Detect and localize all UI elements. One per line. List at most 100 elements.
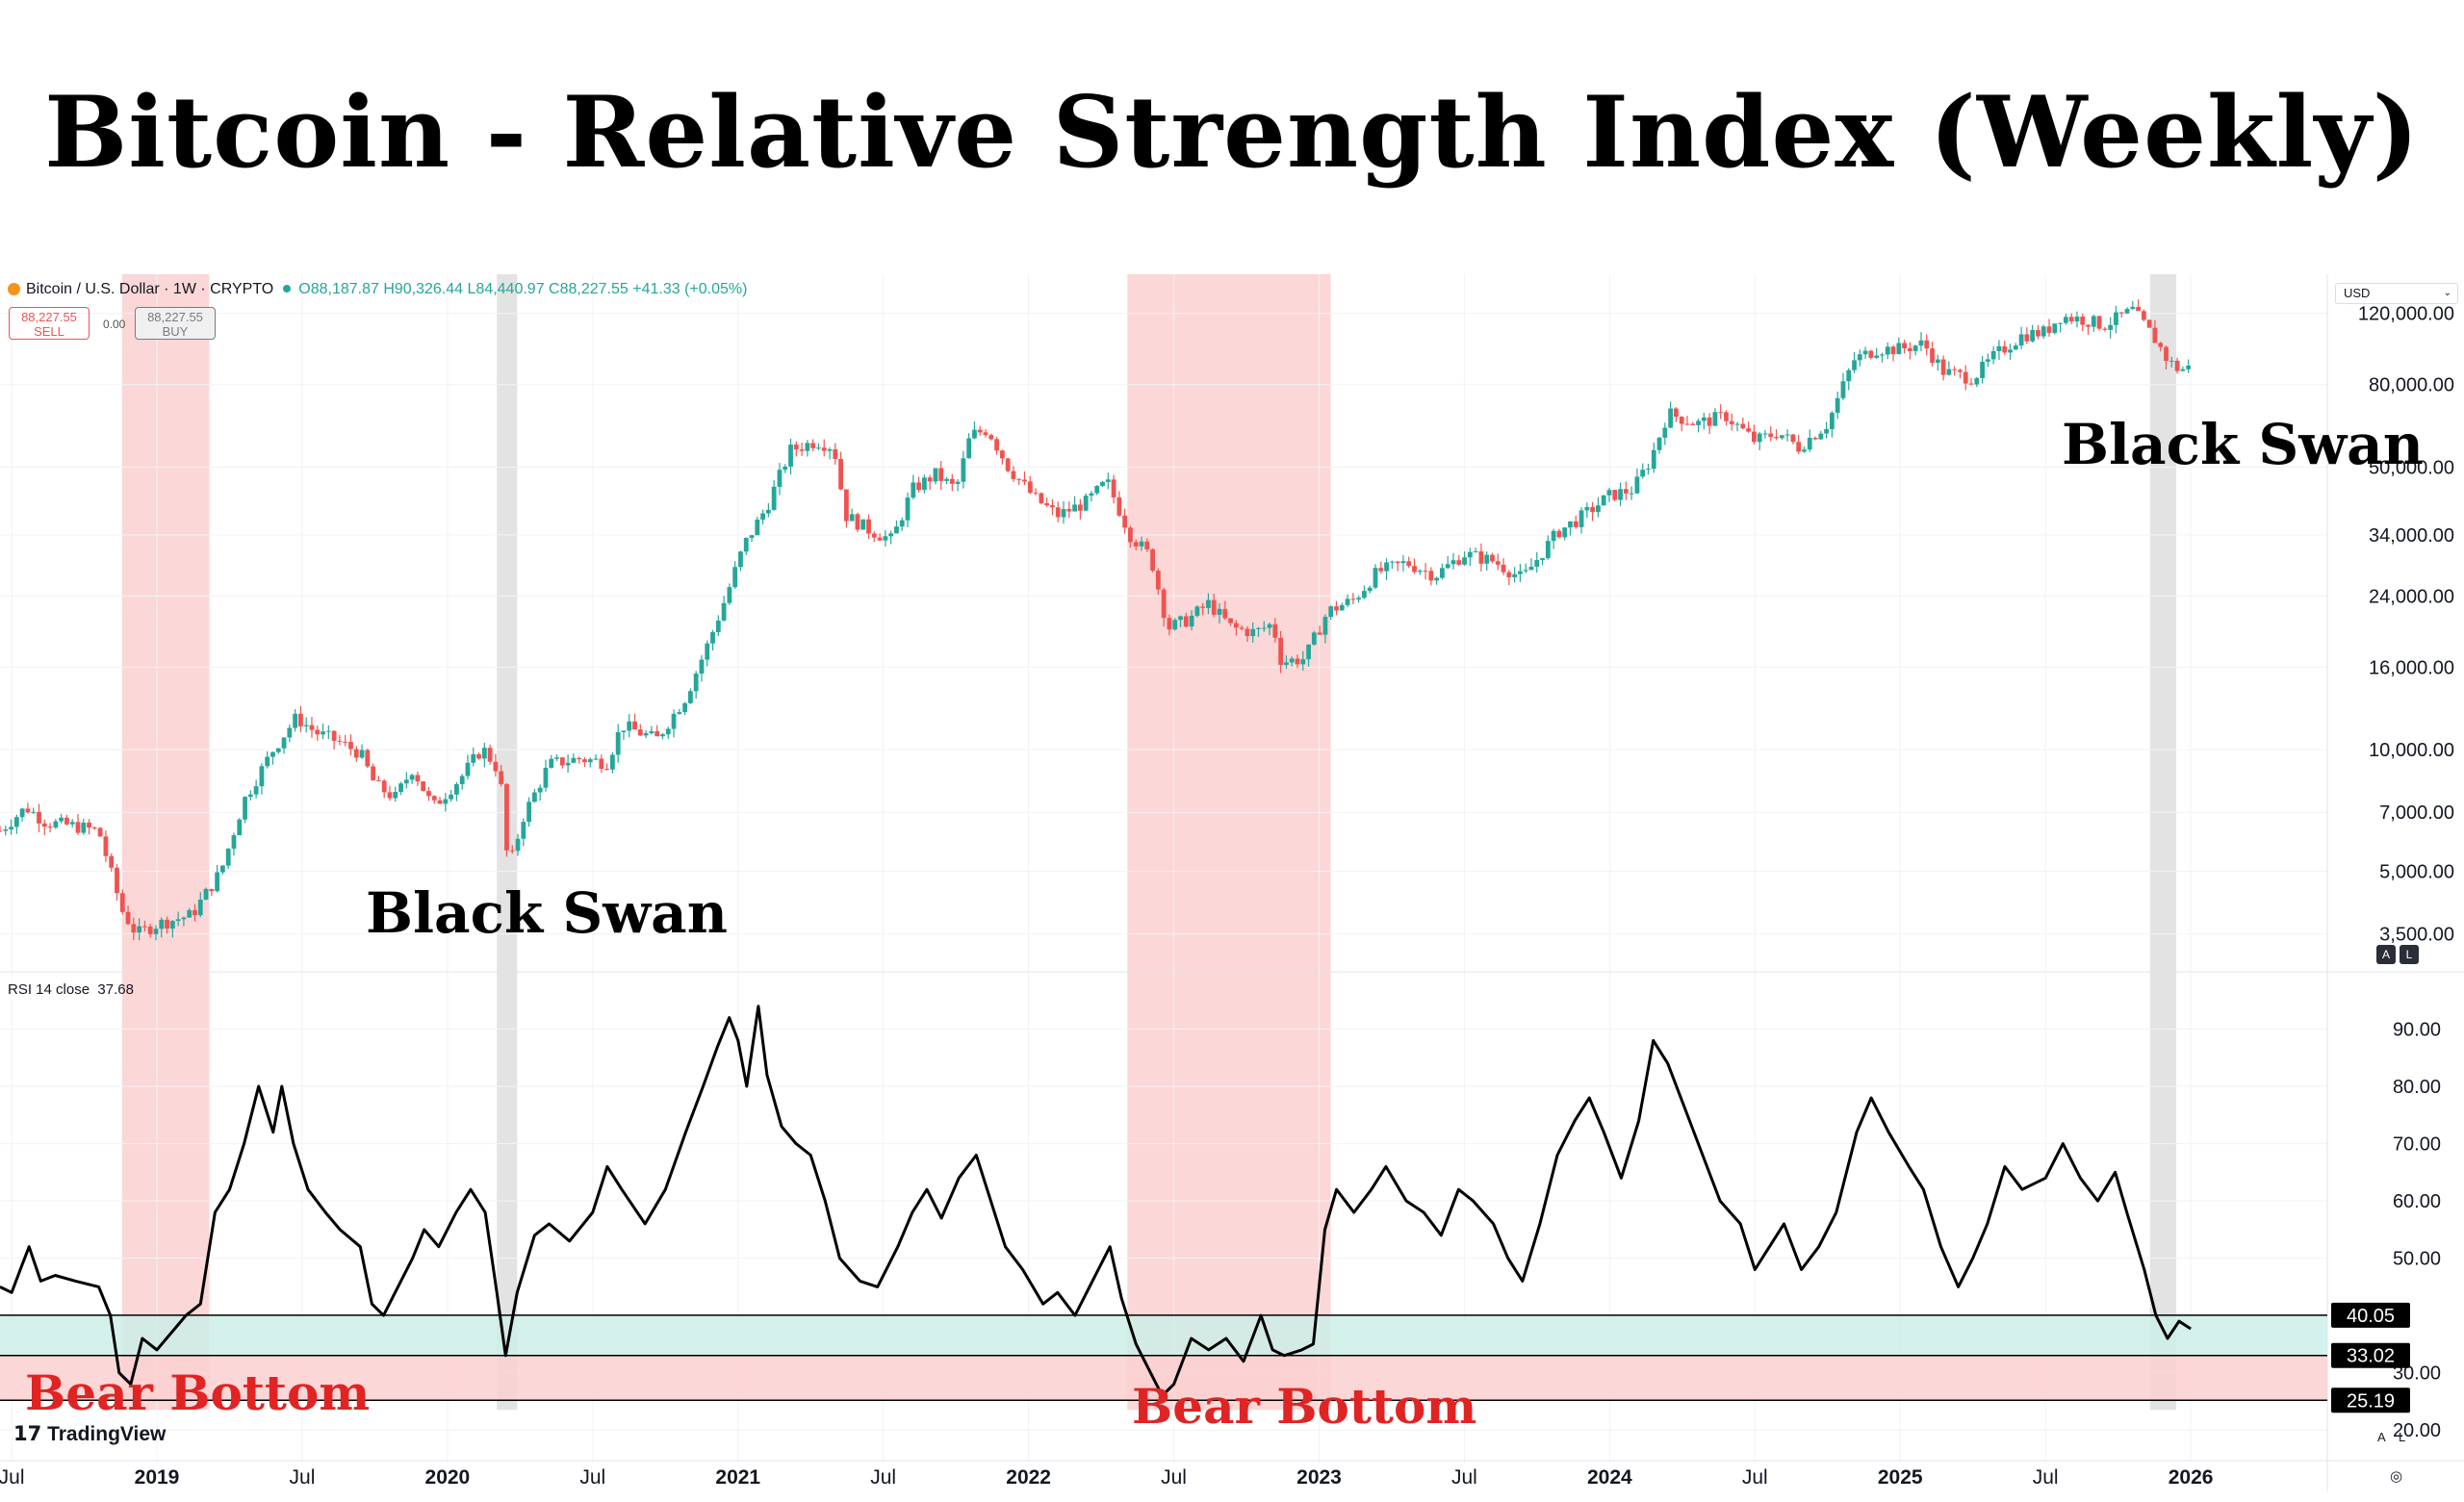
candle-body [2118, 312, 2124, 314]
candle-body [755, 520, 760, 536]
candle [1790, 433, 1796, 445]
candle [2068, 313, 2074, 324]
candle-body [531, 792, 537, 802]
sell-button[interactable]: 88,227.55 SELL [9, 307, 90, 340]
time-tick-label: 2019 [135, 1466, 180, 1489]
candle [131, 917, 137, 941]
candle [1990, 346, 1996, 365]
candle-body [927, 477, 933, 482]
candle-body [1596, 505, 1601, 513]
candle [1963, 365, 1968, 391]
candle-body [1423, 571, 1428, 573]
candle-body [393, 791, 398, 799]
candle [2146, 318, 2152, 328]
candle [1412, 558, 1417, 574]
candle [2174, 357, 2180, 374]
ohlc-open: O88,187.87 [298, 281, 379, 297]
candle-body [877, 537, 883, 541]
candle-body [972, 429, 977, 439]
candle [1278, 630, 1284, 674]
rsi-tick-label: 90.00 [2393, 1020, 2441, 1041]
candle [988, 433, 994, 441]
candle-body [1924, 340, 1930, 349]
settings-icon[interactable]: ◎ [2390, 1468, 2403, 1485]
candle [381, 778, 387, 799]
rsi-log-scale-button[interactable]: L [2399, 1430, 2406, 1444]
candle [1456, 554, 1462, 567]
time-tick-label: Jul [579, 1466, 605, 1489]
candle [2152, 319, 2158, 344]
log-scale-button[interactable]: L [2400, 945, 2419, 964]
candle-body [1389, 561, 1395, 563]
candle-body [699, 659, 705, 675]
candle [75, 814, 81, 835]
candle [359, 744, 365, 759]
candle [577, 756, 582, 764]
candle-body [75, 822, 81, 833]
candle [1952, 366, 1958, 376]
candle-body [1144, 541, 1150, 549]
candle [1222, 600, 1228, 621]
candle-body [119, 893, 125, 912]
chevron-down-icon: ⌄ [2443, 288, 2451, 298]
candle [1322, 614, 1328, 644]
rsi-auto-scale-button[interactable]: A [2377, 1430, 2386, 1444]
currency-select[interactable]: USD ⌄ [2335, 283, 2458, 304]
price-tick-label: 16,000.00 [2369, 657, 2454, 678]
candle-body [1640, 470, 1646, 477]
candle-body [2108, 324, 2114, 330]
candle [549, 754, 554, 769]
candle-body [855, 514, 860, 530]
candle-body [37, 811, 41, 824]
candle [2102, 326, 2108, 332]
candle [749, 535, 755, 543]
candle [671, 709, 677, 738]
candle-body [1768, 433, 1774, 438]
candle [1673, 407, 1679, 422]
candle [1862, 346, 1868, 359]
candle [715, 615, 721, 636]
candle [944, 476, 949, 485]
candle [504, 782, 509, 857]
candle [866, 514, 871, 540]
candle [571, 752, 577, 764]
candle [53, 819, 59, 829]
candle [1623, 481, 1629, 500]
rsi-legend[interactable]: RSI 14 close 37.68 [8, 981, 134, 998]
candle [499, 765, 504, 787]
price-tick-label: 80,000.00 [2369, 375, 2454, 396]
candle [1450, 552, 1456, 570]
candle [1400, 554, 1406, 572]
symbol-header[interactable]: Bitcoin / U.S. Dollar · 1W · CRYPTO O88,1… [8, 281, 747, 298]
candle [1144, 538, 1150, 552]
candle [365, 748, 371, 769]
ohlc-close: C88,227.55 [549, 281, 629, 297]
candle-body [1963, 371, 1968, 384]
candle-body [1518, 571, 1523, 574]
candle-body [1039, 493, 1044, 503]
candle-body [25, 808, 31, 813]
candle [1818, 430, 1824, 441]
buy-button[interactable]: 88,227.55 BUY [135, 307, 216, 340]
candle-body [359, 750, 365, 758]
candle-body [1990, 350, 1996, 360]
candle-body [905, 497, 911, 521]
currency-label: USD [2344, 286, 2371, 300]
tradingview-logo[interactable]: 𝟭𝟳 TradingView [13, 1422, 166, 1446]
candle-body [1434, 577, 1440, 581]
candle [1774, 429, 1779, 441]
candle-body [1540, 558, 1545, 561]
candle [1996, 340, 2002, 361]
auto-scale-button[interactable]: A [2376, 945, 2396, 964]
candle-body [1807, 438, 1812, 450]
candle-body [13, 817, 19, 827]
candle-body [281, 737, 287, 749]
candle-body [0, 830, 3, 832]
candle-body [743, 538, 749, 552]
candle-body [894, 526, 899, 534]
candle-body [371, 766, 376, 781]
candle-body [2174, 360, 2180, 371]
candle-body [131, 924, 137, 933]
candle-body [1194, 606, 1200, 616]
